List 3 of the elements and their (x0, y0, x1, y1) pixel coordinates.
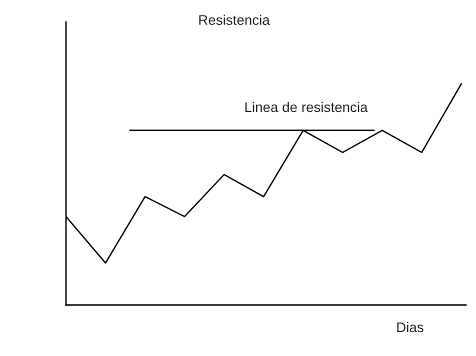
x-axis-title: Dias (397, 322, 424, 332)
chart-title: Resistencia (199, 14, 270, 25)
ref-line-label: Linea de resistencia (245, 102, 368, 112)
